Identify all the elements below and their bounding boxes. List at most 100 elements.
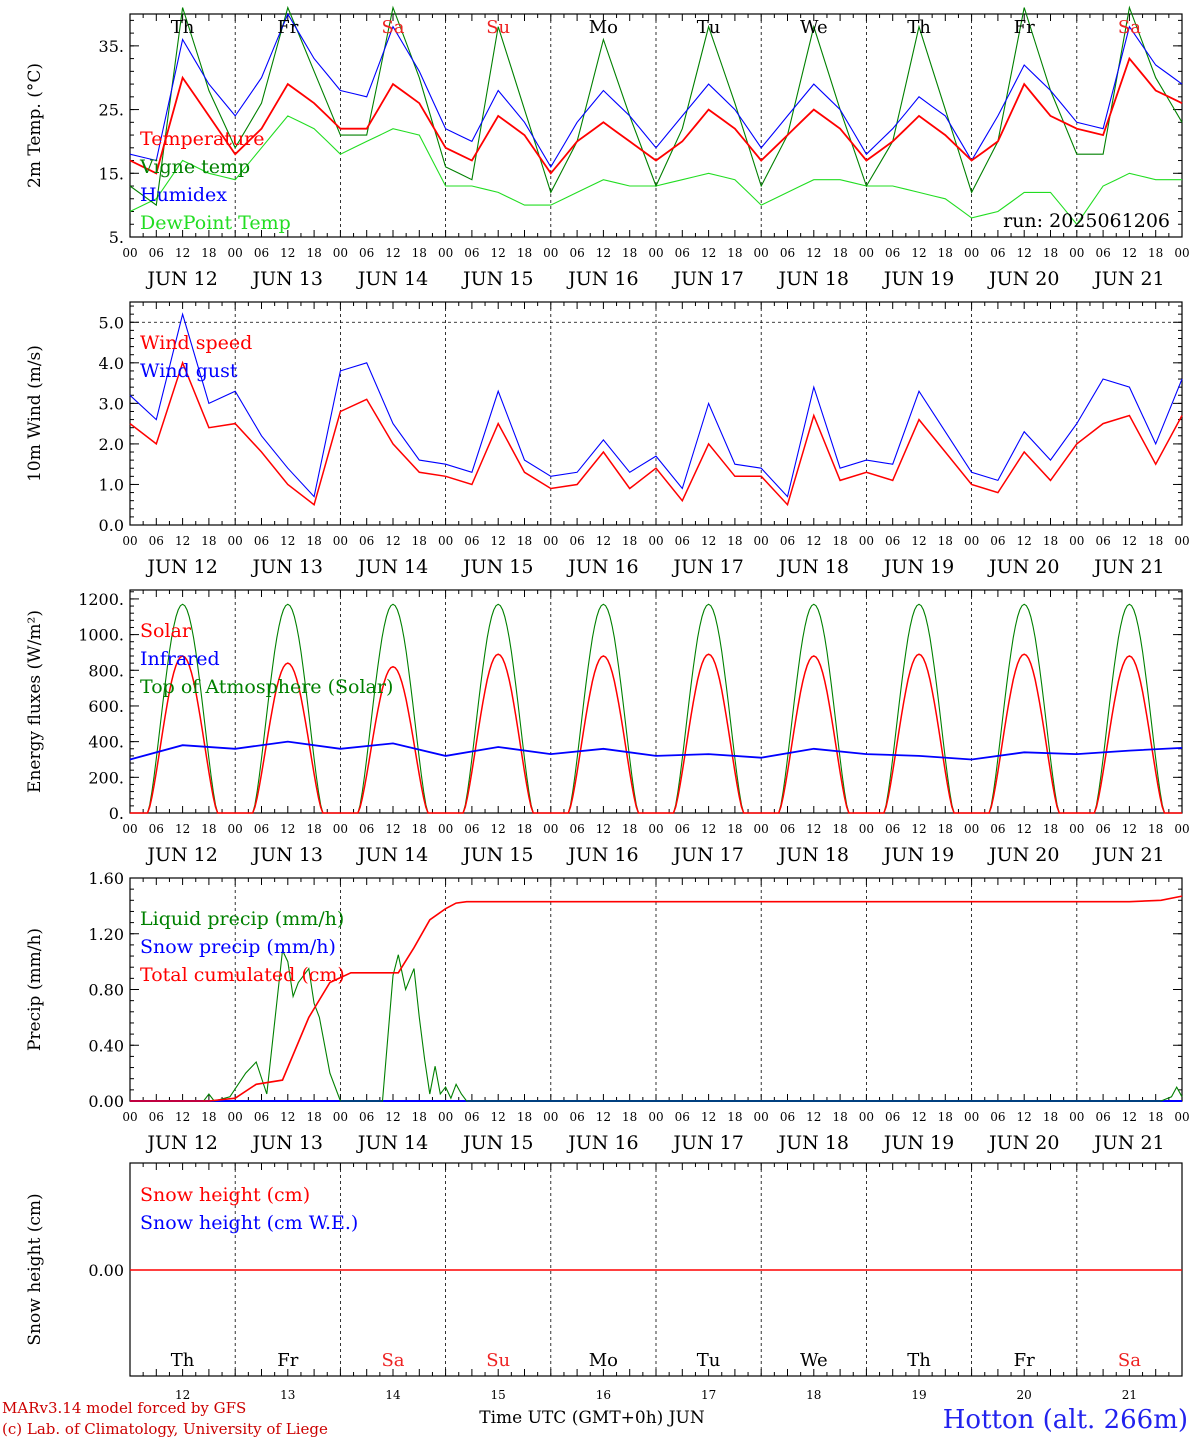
hour-label: 18 — [832, 246, 847, 260]
day-name-label: Su — [486, 1350, 510, 1371]
day-number-label: 16 — [596, 1388, 611, 1402]
hour-label: 18 — [622, 246, 637, 260]
hour-label: 12 — [280, 1110, 295, 1124]
hour-label: 18 — [1043, 822, 1058, 836]
hour-label: 00 — [333, 246, 348, 260]
series-line — [129, 312, 1183, 498]
date-label: JUN 20 — [987, 1132, 1059, 1154]
hour-label: 12 — [385, 822, 400, 836]
hour-label: 00 — [438, 822, 453, 836]
hour-label: 00 — [228, 246, 243, 260]
hour-label: 06 — [569, 246, 584, 260]
hour-label: 12 — [491, 534, 506, 548]
hour-label: 18 — [622, 1110, 637, 1124]
hour-label: 18 — [938, 1110, 953, 1124]
hour-label: 12 — [806, 822, 821, 836]
date-label: JUN 21 — [1092, 268, 1164, 290]
series-line — [130, 653, 1182, 814]
hour-label: 00 — [859, 534, 874, 548]
hour-label: 00 — [543, 822, 558, 836]
hour-label: 18 — [1148, 1110, 1163, 1124]
y-tick-label: 800. — [88, 661, 124, 680]
hour-label: 06 — [885, 534, 900, 548]
hour-label: 00 — [543, 1110, 558, 1124]
hour-label: 12 — [175, 534, 190, 548]
hour-label: 18 — [1043, 534, 1058, 548]
hour-label: 12 — [491, 246, 506, 260]
legend-entry: Infrared — [140, 648, 220, 670]
hour-label: 00 — [1174, 246, 1189, 260]
y-tick-label: 600. — [88, 697, 124, 716]
hour-label: 06 — [675, 534, 690, 548]
day-name-label: We — [800, 1350, 828, 1371]
hour-label: 06 — [780, 1110, 795, 1124]
hour-label: 18 — [1148, 822, 1163, 836]
hour-label: 00 — [964, 534, 979, 548]
day-name-label: Sa — [381, 17, 404, 38]
series-line — [130, 948, 1183, 1102]
hour-label: 12 — [1122, 822, 1137, 836]
hour-label: 00 — [122, 534, 137, 548]
hour-label: 06 — [675, 822, 690, 836]
hour-label: 00 — [1069, 1110, 1084, 1124]
hour-label: 18 — [832, 822, 847, 836]
hour-label: 12 — [596, 246, 611, 260]
date-label: JUN 12 — [145, 844, 217, 866]
date-label: JUN 14 — [356, 556, 428, 578]
y-tick-label: 400. — [88, 733, 124, 752]
day-name-label: Fr — [1014, 17, 1035, 38]
y-tick-label: 1000. — [78, 626, 124, 645]
day-name-label: Tu — [697, 17, 721, 38]
date-label: JUN 21 — [1092, 556, 1164, 578]
hour-label: 00 — [228, 822, 243, 836]
legend-entry: Vigne temp — [139, 156, 250, 178]
hour-label: 12 — [175, 246, 190, 260]
hour-label: 06 — [464, 1110, 479, 1124]
date-label: JUN 12 — [145, 556, 217, 578]
series-line — [129, 740, 1183, 761]
hour-label: 12 — [1017, 822, 1032, 836]
hour-label: 06 — [569, 1110, 584, 1124]
legend-entry: Solar — [140, 620, 192, 642]
day-number-label: 20 — [1017, 1388, 1032, 1402]
hour-label: 06 — [569, 534, 584, 548]
day-name-label: Th — [171, 17, 195, 38]
y-tick-label: 5. — [109, 228, 124, 247]
hour-label: 12 — [1122, 534, 1137, 548]
hour-label: 18 — [412, 534, 427, 548]
footer-model-label: MARv3.14 model forced by GFS — [2, 1399, 246, 1417]
hour-label: 00 — [1069, 822, 1084, 836]
hour-label: 18 — [201, 246, 216, 260]
hour-label: 00 — [438, 246, 453, 260]
hour-label: 18 — [938, 534, 953, 548]
hour-label: 18 — [938, 246, 953, 260]
panel-3: 0. 200. 400. 600. 800. 1000. 1200. Energy fluxe… — [25, 589, 1190, 866]
hour-label: 00 — [438, 1110, 453, 1124]
day-name-label: Th — [907, 1350, 931, 1371]
hour-label: 12 — [701, 246, 716, 260]
footer-lab-label: (c) Lab. of Climatology, University of L… — [2, 1420, 328, 1438]
date-label: JUN 14 — [356, 1132, 428, 1154]
hour-label: 06 — [149, 246, 164, 260]
y-axis-title: 10m Wind (m/s) — [25, 345, 45, 482]
y-tick-label: 200. — [88, 768, 124, 787]
hour-label: 06 — [359, 246, 374, 260]
hour-label: 18 — [832, 534, 847, 548]
y-tick-label: 1.60 — [88, 869, 124, 888]
legend-entry: Snow precip (mm/h) — [140, 936, 336, 958]
hour-label: 00 — [1069, 534, 1084, 548]
day-number-label: 21 — [1122, 1388, 1137, 1402]
date-label: JUN 16 — [566, 556, 638, 578]
hour-label: 18 — [412, 246, 427, 260]
hour-label: 12 — [280, 822, 295, 836]
hour-label: 18 — [412, 822, 427, 836]
hour-label: 00 — [1174, 534, 1189, 548]
hour-label: 00 — [333, 534, 348, 548]
legend-entry: Wind speed — [140, 332, 252, 354]
hour-label: 12 — [911, 822, 926, 836]
legend-entry: Snow height (cm) — [140, 1184, 310, 1206]
hour-label: 00 — [438, 534, 453, 548]
hour-label: 00 — [754, 822, 769, 836]
hour-label: 06 — [780, 534, 795, 548]
